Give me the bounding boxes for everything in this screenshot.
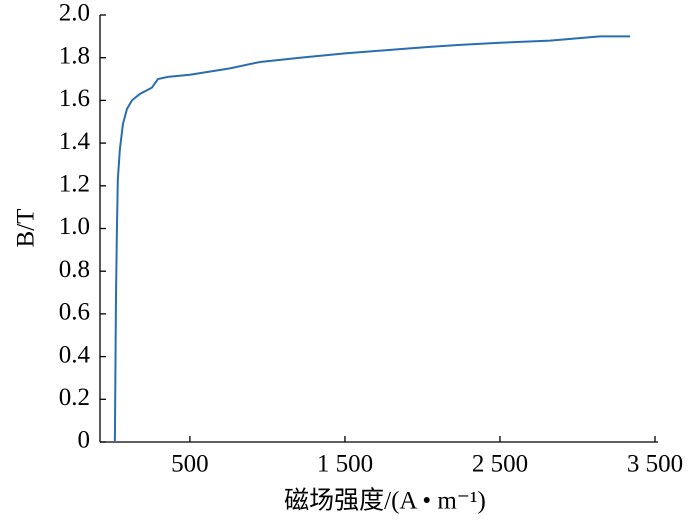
y-tick-label: 1.0 [59, 213, 90, 240]
x-tick-label: 1 500 [317, 451, 373, 478]
x-tick-label: 3 500 [627, 451, 683, 478]
y-tick-label: 1.4 [59, 128, 91, 155]
y-tick-label: 0 [78, 427, 91, 454]
x-tick-label: 500 [171, 451, 209, 478]
y-tick-label: 0.6 [59, 299, 90, 326]
x-tick-label: 2 500 [472, 451, 528, 478]
y-axis-label: B/T [13, 209, 40, 248]
y-tick-label: 1.6 [59, 85, 90, 112]
x-axis-label: 磁场强度/(A • m⁻¹) [284, 487, 486, 515]
y-tick-label: 1.8 [59, 42, 90, 69]
y-tick-label: 0.4 [59, 341, 91, 368]
y-tick-label: 2.0 [59, 0, 90, 27]
y-tick-label: 1.2 [59, 171, 90, 198]
y-tick-label: 0.8 [59, 256, 90, 283]
data-line [113, 35, 631, 443]
y-tick-label: 0.2 [59, 384, 90, 411]
